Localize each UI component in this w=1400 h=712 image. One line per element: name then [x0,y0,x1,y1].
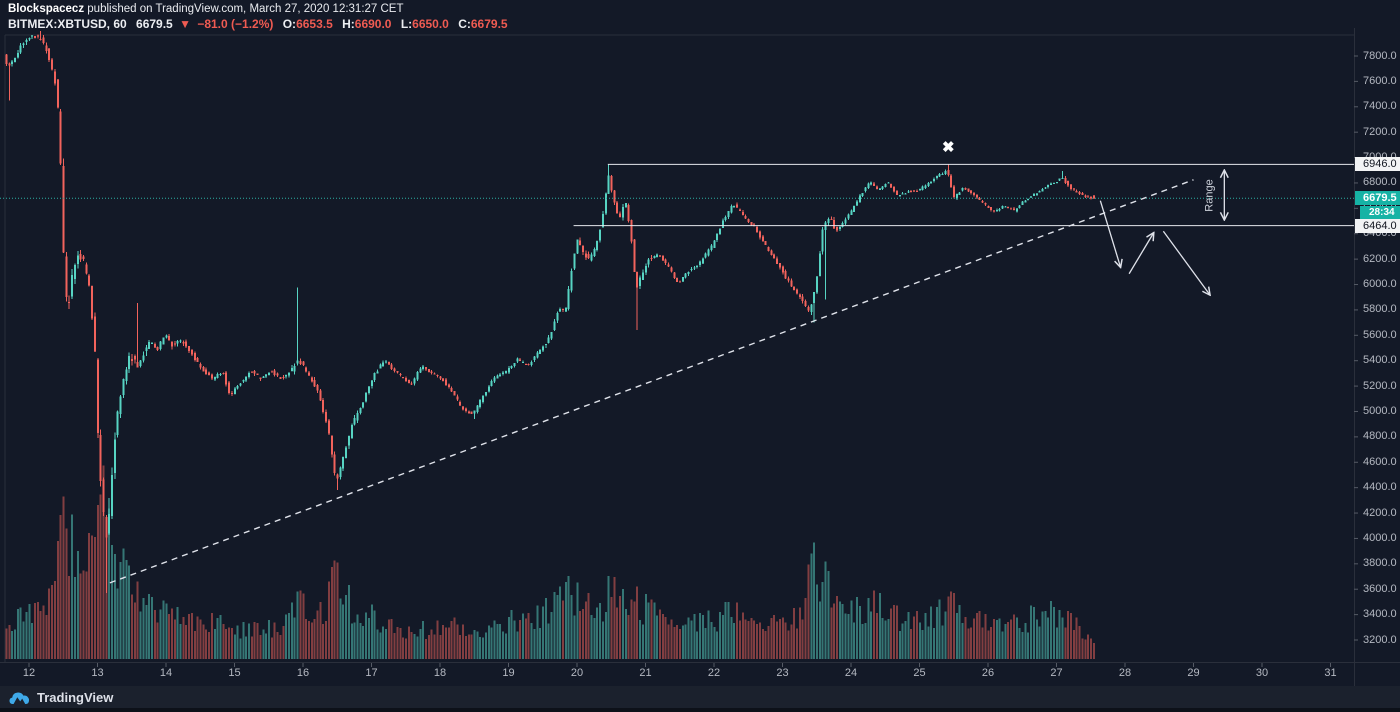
low-value: 6650.0 [412,17,449,31]
price-tick-label: 3200.0 [1363,633,1397,646]
price-tick-label: 4400.0 [1363,481,1397,494]
pane-frame [0,28,1400,687]
price-tick-label: 4000.0 [1363,531,1397,544]
time-tick-label: 27 [1050,667,1063,679]
price-tick-label: 4200.0 [1363,506,1397,519]
price-tick-label: 3600.0 [1363,582,1397,595]
price-tick-label: 5000.0 [1363,404,1397,417]
time-tick-label: 25 [913,667,926,679]
last-price: 6679.5 [136,17,173,31]
price-tick-label: 7400.0 [1363,100,1397,113]
time-tick-label: 24 [844,667,858,679]
bottom-strip [0,708,1400,712]
price-tick-label: 3400.0 [1363,608,1397,621]
time-axis[interactable]: 12 13 14 15 16 17 18 19 20 21 22 23 24 25 26 27 28 29 30 31 [0,663,1354,685]
high-label: H: [342,17,355,31]
time-tick-label: 15 [228,667,241,679]
byline: Blockspacecz published on TradingView.co… [8,3,508,16]
price-tick-label: 5800.0 [1363,303,1397,316]
time-tick-label: 13 [91,667,104,679]
time-tick-label: 22 [707,667,721,679]
time-tick-label: 20 [570,667,584,679]
tradingview-brand-text[interactable]: TradingView [37,689,114,705]
drawing-tools[interactable] [0,163,1354,584]
price-tick-label: 3800.0 [1363,557,1397,570]
author-name: Blockspacecz [8,3,85,15]
price-axis[interactable]: 6946.0 6679.5 28:34 6464.0 7800.0 7600.0 7… [1354,0,1400,686]
price-change: −81.0 (−1.2%) [197,17,274,31]
close-label: C: [458,17,471,31]
range-annotation-label[interactable]: Range [1203,178,1216,212]
direction-down-icon: ▼ [179,17,191,31]
symbol-legend: BITMEX:XBTUSD, 60 6679.5 ▼ −81.0 (−1.2%)… [8,18,508,31]
candlesticks [5,31,1095,593]
time-tick-label: 30 [1255,667,1269,679]
price-tick-label: 6800.0 [1363,176,1397,189]
price-tick-label: 7200.0 [1363,125,1397,138]
range-high-price-tag: 6946.0 [1355,156,1400,171]
open-value: 6653.5 [296,17,333,31]
price-tick-label: 7600.0 [1363,74,1397,87]
time-tick-label: 28 [1118,667,1132,679]
open-label: O: [282,17,297,31]
byline-text: published on TradingView.com, March 27, … [84,3,404,15]
price-tick-label: 4600.0 [1363,455,1397,468]
tradingview-logo[interactable] [9,690,30,705]
close-value: 6679.5 [470,17,508,31]
x-cross-marker[interactable]: ✖ [941,139,955,157]
time-tick-label: 29 [1187,667,1200,679]
price-tick-label: 7800.0 [1363,49,1397,62]
time-tick-label: 31 [1324,667,1337,679]
range-low-price-tag: 6464.0 [1355,218,1400,233]
volume-bars [5,465,1095,659]
price-tick-label: 6200.0 [1363,252,1397,265]
high-value: 6690.0 [354,17,392,31]
time-tick-label: 19 [502,667,515,679]
time-tick-label: 14 [159,667,173,679]
time-tick-label: 16 [296,667,310,679]
footer-bar: TradingView [0,686,1400,708]
time-tick-label: 12 [22,667,36,679]
bar-countdown-tag: 28:34 [1360,205,1400,219]
time-tick-label: 17 [365,667,378,679]
price-tick-label: 6000.0 [1363,278,1397,291]
price-tick-label: 5200.0 [1363,379,1397,392]
chart-header: Blockspacecz published on TradingView.co… [8,3,508,31]
low-label: L: [400,17,413,31]
current-price-tag: 6679.5 [1355,191,1400,206]
price-tick-label: 5400.0 [1363,354,1397,367]
time-tick-label: 18 [433,667,447,679]
time-tick-label: 26 [981,667,995,679]
price-tick-label: 5600.0 [1363,328,1397,341]
price-tick-label: 4800.0 [1363,430,1397,443]
symbol-name: BITMEX:XBTUSD, 60 [8,17,127,31]
time-tick-label: 23 [776,667,789,679]
time-tick-label: 21 [639,667,652,679]
